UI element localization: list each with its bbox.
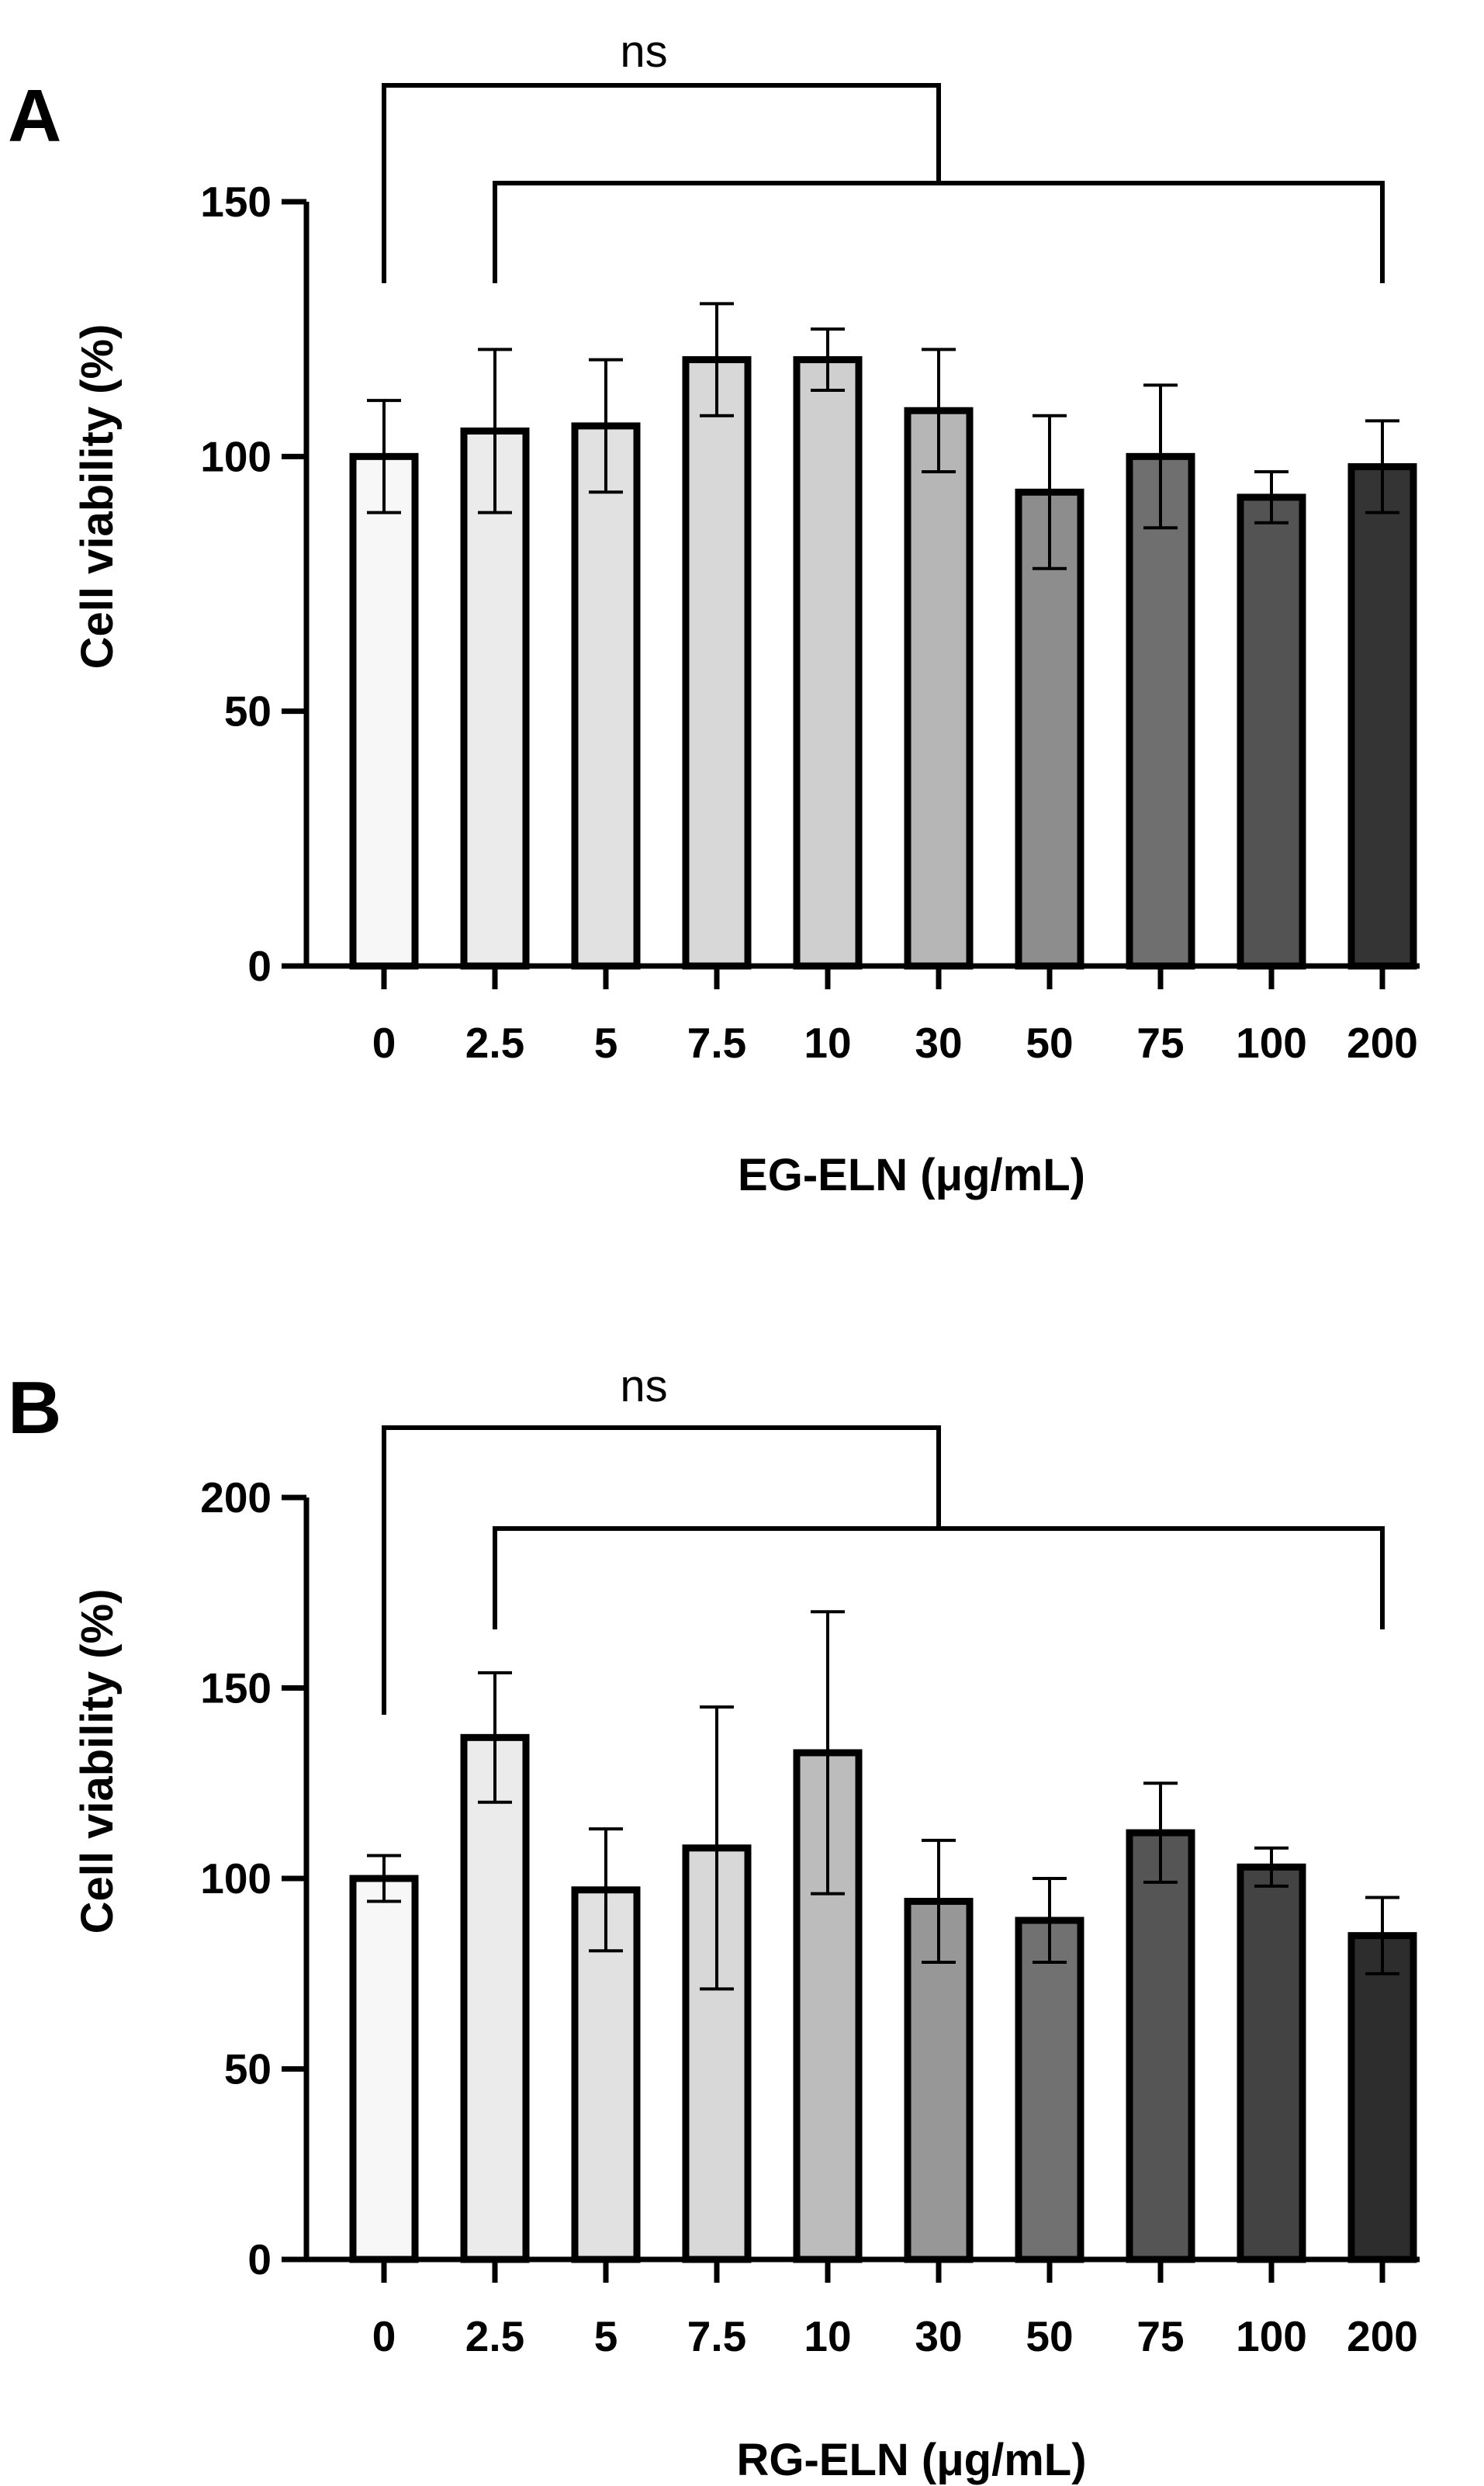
ns-bracket-a	[382, 83, 1385, 283]
error-bar	[811, 327, 845, 392]
y-tick-label: 150	[200, 1664, 272, 1712]
x-tick-label: 30	[915, 1019, 962, 1067]
axes-a	[303, 202, 1420, 969]
x-tick-label: 5	[594, 1019, 618, 1067]
error-bar	[700, 302, 734, 417]
x-tick-label: 200	[1347, 2312, 1418, 2360]
bar	[1347, 1932, 1417, 2263]
bracket-lower	[493, 181, 1385, 283]
bar	[1126, 1829, 1195, 2263]
y-axis-title-a: Cell viability (%)	[72, 324, 123, 670]
ns-label-b: ns	[620, 1361, 667, 1411]
error-bar-group-a	[367, 302, 1399, 570]
bar	[349, 1875, 419, 2263]
x-axis-title-b: RG-ELN (μg/mL)	[736, 2435, 1086, 2485]
y-tick-label: 0	[247, 942, 272, 990]
x-tick-label: 7.5	[687, 2312, 746, 2360]
x-tick-label: 7.5	[687, 1019, 746, 1067]
error-bar	[1254, 470, 1289, 525]
y-tick-label: 50	[224, 687, 272, 736]
y-tick-label: 100	[200, 1854, 272, 1903]
x-tick-label: 0	[372, 2312, 396, 2360]
error-bar	[589, 358, 623, 494]
y-axis-title-b: Cell viability (%)	[72, 1589, 123, 1934]
error-bar	[367, 1854, 401, 1903]
error-bar	[1365, 419, 1399, 514]
bar	[349, 452, 419, 970]
x-tick-label: 2.5	[465, 1019, 524, 1067]
x-tick-label: 10	[804, 2312, 851, 2360]
error-bar	[478, 348, 512, 514]
x-ticks-a: 0 2.5 5 7.5 10 30 50 75 100 200	[372, 966, 1418, 1067]
x-tick-label: 100	[1236, 1019, 1307, 1067]
ns-bracket-b	[382, 1425, 1385, 1715]
ns-label-a: ns	[620, 26, 667, 77]
error-bar	[367, 399, 401, 514]
error-bar	[589, 1827, 623, 1953]
bar	[1237, 1863, 1306, 2263]
x-tick-label: 50	[1026, 1019, 1073, 1067]
error-bar	[1365, 1896, 1399, 1975]
x-tick-label: 200	[1347, 1019, 1418, 1067]
y-tick-label: 50	[224, 2045, 272, 2093]
bar	[904, 407, 974, 970]
bracket-upper	[382, 83, 941, 283]
bar	[571, 422, 641, 970]
error-bar	[700, 1705, 734, 1991]
y-tick-label: 100	[200, 432, 272, 480]
error-bar	[1143, 383, 1178, 530]
y-tick-label: 0	[247, 2235, 272, 2283]
error-bar	[1033, 1877, 1067, 1965]
x-tick-label: 30	[915, 2312, 962, 2360]
x-axis-title-a: EG-ELN (μg/mL)	[738, 1150, 1085, 1200]
bracket-lower	[493, 1526, 1385, 1629]
x-tick-label: 75	[1136, 1019, 1184, 1067]
error-bar-group-b	[367, 1610, 1399, 1991]
bar	[460, 1733, 530, 2263]
error-bar	[922, 348, 956, 474]
bar-group-a	[349, 356, 1417, 970]
x-tick-label: 50	[1026, 2312, 1073, 2360]
error-bar	[1254, 1846, 1289, 1888]
panel-a: A 0 50 100 150 0 2.5 5 7.5 10 30 50 75 100 200 ns EG…	[8, 26, 1420, 1200]
x-tick-label: 75	[1136, 2312, 1184, 2360]
y-ticks-a: 0 50 100 150	[200, 178, 306, 990]
x-tick-label: 0	[372, 1019, 396, 1067]
panel-b: B 0 50 100 150 200 0 2.5 5 7.5 10 30 50 75 100 200 ns…	[8, 1361, 1420, 2485]
bar	[682, 356, 752, 970]
error-bar	[811, 1610, 845, 1896]
x-tick-label: 10	[804, 1019, 851, 1067]
bracket-upper	[382, 1425, 941, 1715]
panel-letter-a: A	[8, 74, 61, 158]
x-ticks-b: 0 2.5 5 7.5 10 30 50 75 100 200	[372, 2259, 1418, 2360]
bar	[1237, 493, 1306, 970]
error-bar	[478, 1671, 512, 1804]
error-bar	[1143, 1781, 1178, 1884]
y-tick-label: 200	[200, 1473, 272, 1522]
x-tick-label: 100	[1236, 2312, 1307, 2360]
x-tick-label: 2.5	[465, 2312, 524, 2360]
panel-letter-b: B	[8, 1366, 61, 1449]
bar	[1347, 462, 1417, 970]
error-bar	[1033, 414, 1067, 570]
bar	[1015, 1916, 1084, 2263]
bar-group-b	[349, 1733, 1417, 2263]
y-tick-label: 150	[200, 178, 272, 226]
y-ticks-b: 0 50 100 150 200	[200, 1473, 306, 2283]
bar	[1126, 452, 1195, 970]
bar	[793, 356, 863, 970]
error-bar	[922, 1838, 956, 1965]
x-tick-label: 5	[594, 2312, 618, 2360]
